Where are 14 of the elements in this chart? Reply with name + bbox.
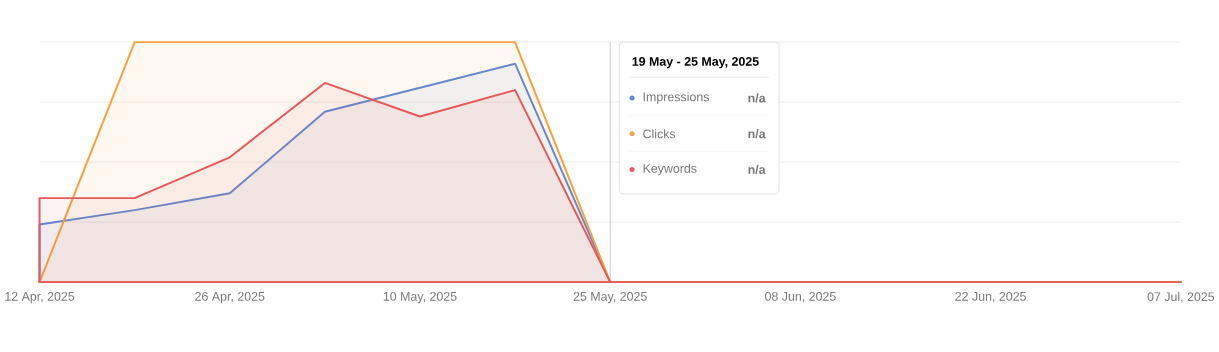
x-tick-label: 26 Apr, 2025 (195, 292, 265, 304)
legend-label: Keywords (643, 163, 697, 176)
x-tick-label: 22 Jun, 2025 (955, 292, 1026, 303)
annotation: n/a (748, 93, 766, 103)
x-tick-label: 25 May, 2025 (573, 292, 647, 304)
annotation: n/a (748, 129, 766, 139)
legend-label: Clicks (643, 129, 676, 139)
x-tick-label: 12 Apr, 2025 (5, 292, 75, 304)
legend-label: Impressions (643, 92, 709, 104)
x-tick-label: 10 May, 2025 (383, 292, 457, 304)
x-tick-label: 07 Jul, 2025 (1147, 292, 1215, 303)
annotation: n/a (748, 165, 766, 175)
x-tick-label: 08 Jun, 2025 (765, 292, 836, 303)
legend-title: 19 May - 25 May, 2025 (632, 57, 759, 69)
